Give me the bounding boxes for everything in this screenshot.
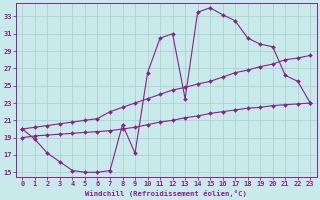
X-axis label: Windchill (Refroidissement éolien,°C): Windchill (Refroidissement éolien,°C) [85,190,247,197]
